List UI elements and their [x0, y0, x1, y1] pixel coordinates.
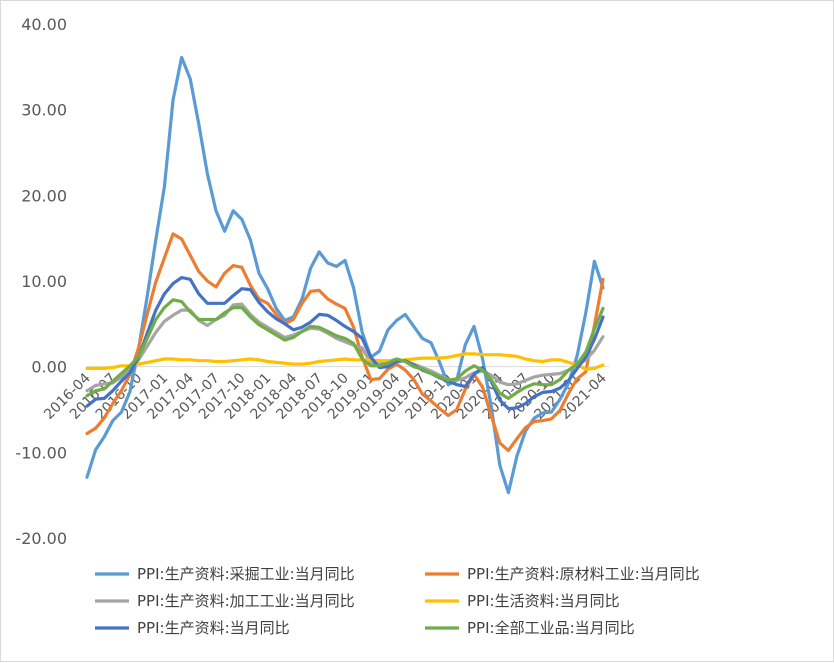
series-line-0 [85, 55, 605, 495]
series-layer [85, 55, 605, 495]
y-tick-label: 20.00 [21, 186, 67, 205]
y-tick-label: 10.00 [21, 272, 67, 291]
legend-label: PPI:生产资料:加工工业:当月同比 [137, 592, 355, 610]
legend-item-5: PPI:全部工业品:当月同比 [425, 619, 635, 637]
series-line-2 [85, 302, 605, 393]
y-tick-label: 0.00 [31, 358, 67, 377]
legend-item-2: PPI:生产资料:加工工业:当月同比 [95, 592, 355, 610]
legend-label: PPI:生产资料:采掘工业:当月同比 [137, 565, 355, 583]
legend-item-1: PPI:生产资料:原材料工业:当月同比 [425, 565, 700, 583]
legend-item-4: PPI:生产资料:当月同比 [95, 619, 290, 637]
series-line-1 [85, 232, 605, 453]
legend-item-3: PPI:生活资料:当月同比 [425, 592, 620, 610]
legend: PPI:生产资料:采掘工业:当月同比 PPI:生产资料:原材料工业:当月同比 PPI… [95, 565, 700, 637]
y-tick-label: 30.00 [21, 101, 67, 120]
legend-label: PPI:全部工业品:当月同比 [467, 619, 635, 637]
y-tick-label: -10.00 [15, 443, 67, 462]
legend-label: PPI:生产资料:当月同比 [137, 619, 290, 637]
y-axis: 40.00 30.00 20.00 10.00 0.00 -10.00 -20.00 [15, 15, 67, 548]
series-line-4 [85, 276, 605, 411]
series-line-3 [85, 352, 605, 371]
series-line-5 [85, 298, 605, 400]
legend-label: PPI:生产资料:原材料工业:当月同比 [467, 565, 700, 583]
legend-label: PPI:生活资料:当月同比 [467, 592, 620, 610]
y-tick-label: 40.00 [21, 15, 67, 34]
y-tick-label: -20.00 [15, 529, 67, 548]
legend-item-0: PPI:生产资料:采掘工业:当月同比 [95, 565, 355, 583]
